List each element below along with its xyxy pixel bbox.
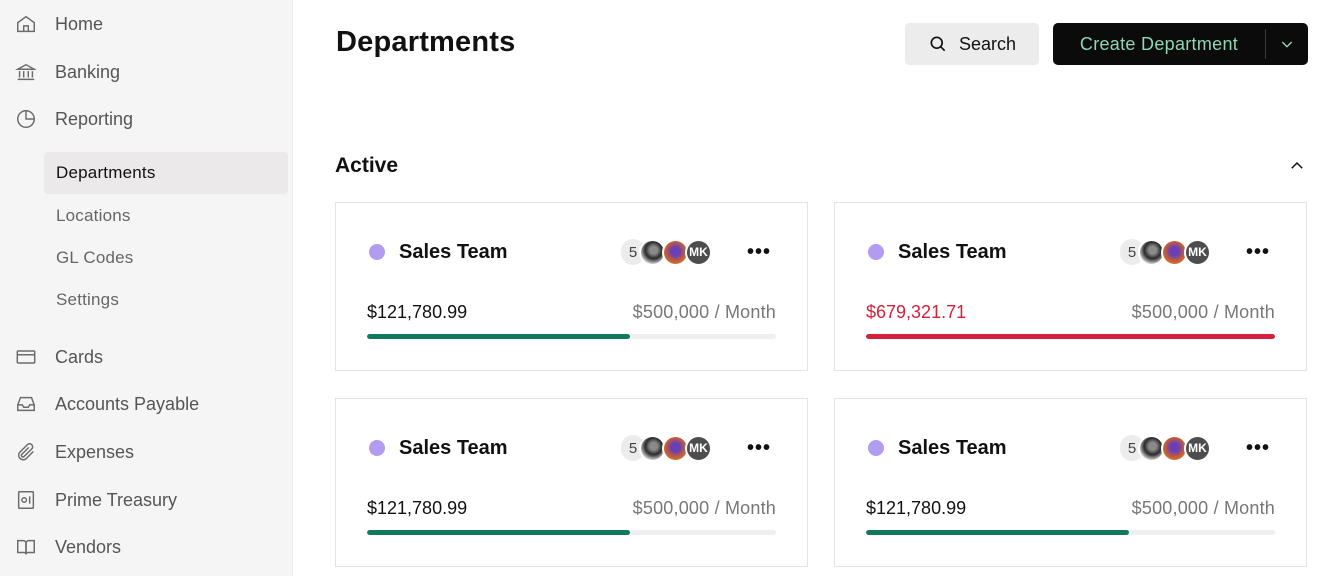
limit-amount: $500,000 xyxy=(1131,498,1209,518)
sidebar-item-label: Expenses xyxy=(55,441,135,462)
budget-limit: $500,000 / Month xyxy=(1132,498,1275,519)
sidebar-item-banking[interactable]: Banking xyxy=(14,57,120,87)
sidebar-item-reporting[interactable]: Reporting xyxy=(14,104,133,134)
budget-limit: $500,000 / Month xyxy=(633,302,776,323)
department-card[interactable]: Sales Team 5 MK ••• $121,780.99 $500,000… xyxy=(335,202,808,371)
department-card[interactable]: Sales Team 5 MK ••• $679,321.71 $500,000… xyxy=(834,202,1307,371)
sidebar-item-home[interactable]: Home xyxy=(14,9,103,39)
budget-progress-fill xyxy=(367,530,630,535)
sidebar: Home Banking Reporting Departments Locat… xyxy=(0,0,293,576)
avatar-initials: MK xyxy=(685,238,712,266)
department-color-dot xyxy=(868,440,884,456)
member-avatars[interactable]: 5 MK xyxy=(621,434,712,462)
more-options-icon[interactable]: ••• xyxy=(1245,240,1270,263)
limit-period: / Month xyxy=(1213,498,1275,518)
spent-amount: $121,780.99 xyxy=(367,498,468,518)
sidebar-subitem-settings[interactable]: Settings xyxy=(56,290,120,309)
avatar-initials: MK xyxy=(1184,238,1211,266)
limit-amount: $500,000 xyxy=(632,302,710,322)
member-avatars[interactable]: 5 MK xyxy=(1120,238,1211,266)
avatar xyxy=(662,238,689,266)
avatar-initials: MK xyxy=(685,434,712,462)
create-department-label: Create Department xyxy=(1079,33,1239,54)
search-button[interactable]: Search xyxy=(905,23,1039,65)
avatar xyxy=(639,434,666,462)
budget-progress-bar xyxy=(866,334,1275,339)
home-icon xyxy=(14,12,38,36)
sidebar-subitem-departments[interactable]: Departments xyxy=(44,152,288,194)
pie-chart-icon xyxy=(14,107,38,131)
sidebar-item-label: Vendors xyxy=(55,536,122,557)
department-color-dot xyxy=(868,244,884,260)
create-department-button[interactable]: Create Department xyxy=(1053,23,1308,65)
member-avatars[interactable]: 5 MK xyxy=(1120,434,1211,462)
sidebar-item-label: Reporting xyxy=(55,108,134,129)
avatar xyxy=(1161,434,1188,462)
section-title: Active xyxy=(335,154,399,177)
budget-progress-bar xyxy=(866,530,1275,535)
chevron-down-icon xyxy=(1281,41,1293,48)
limit-amount: $500,000 xyxy=(1131,302,1209,322)
create-options-dropdown[interactable] xyxy=(1266,36,1308,52)
more-options-icon[interactable]: ••• xyxy=(746,436,771,459)
budget-progress-bar xyxy=(367,530,776,535)
department-color-dot xyxy=(369,244,385,260)
sidebar-item-label: Prime Treasury xyxy=(55,489,178,510)
department-color-dot xyxy=(369,440,385,456)
limit-period: / Month xyxy=(714,302,776,322)
more-options-icon[interactable]: ••• xyxy=(746,240,771,263)
paperclip-icon xyxy=(14,440,38,464)
spent-amount: $121,780.99 xyxy=(367,302,468,322)
budget-progress-fill xyxy=(367,334,630,339)
spent-amount: $679,321.71 xyxy=(866,302,967,322)
member-avatars[interactable]: 5 MK xyxy=(621,238,712,266)
limit-amount: $500,000 xyxy=(632,498,710,518)
sidebar-item-expenses[interactable]: Expenses xyxy=(14,437,134,467)
search-button-label: Search xyxy=(958,33,1017,54)
sidebar-item-accounts-payable[interactable]: Accounts Payable xyxy=(14,389,199,419)
sidebar-item-label: Cards xyxy=(55,346,104,367)
sidebar-item-label: Banking xyxy=(55,61,121,82)
sidebar-item-label: Home xyxy=(55,13,104,34)
limit-period: / Month xyxy=(714,498,776,518)
collapse-section-button[interactable] xyxy=(1286,155,1308,177)
sidebar-subitem-gl-codes[interactable]: GL Codes xyxy=(56,248,134,267)
department-card[interactable]: Sales Team 5 MK ••• $121,780.99 $500,000… xyxy=(335,398,808,567)
more-options-icon[interactable]: ••• xyxy=(1245,436,1270,459)
budget-progress-bar xyxy=(367,334,776,339)
department-name: Sales Team xyxy=(898,241,1007,263)
budget-progress-fill xyxy=(866,334,1275,339)
department-name: Sales Team xyxy=(399,241,508,263)
chevron-up-icon xyxy=(1291,161,1303,169)
inbox-icon xyxy=(14,392,38,416)
treasury-icon xyxy=(14,488,38,512)
budget-limit: $500,000 / Month xyxy=(1132,302,1275,323)
budget-progress-fill xyxy=(866,530,1129,535)
sidebar-item-vendors[interactable]: Vendors xyxy=(14,532,121,562)
sidebar-item-prime-treasury[interactable]: Prime Treasury xyxy=(14,485,177,515)
bank-icon xyxy=(14,60,38,84)
sidebar-subitem-locations[interactable]: Locations xyxy=(56,206,131,225)
search-icon xyxy=(930,36,946,52)
department-name: Sales Team xyxy=(399,437,508,459)
limit-period: / Month xyxy=(1213,302,1275,322)
spent-amount: $121,780.99 xyxy=(866,498,967,518)
budget-limit: $500,000 / Month xyxy=(633,498,776,519)
book-icon xyxy=(14,535,38,559)
department-card[interactable]: Sales Team 5 MK ••• $121,780.99 $500,000… xyxy=(834,398,1307,567)
card-icon xyxy=(14,345,38,369)
page-title: Departments xyxy=(336,26,516,58)
avatar-initials: MK xyxy=(1184,434,1211,462)
button-divider xyxy=(1265,29,1266,59)
sidebar-item-cards[interactable]: Cards xyxy=(14,342,103,372)
sidebar-item-label: Accounts Payable xyxy=(55,393,200,414)
department-name: Sales Team xyxy=(898,437,1007,459)
